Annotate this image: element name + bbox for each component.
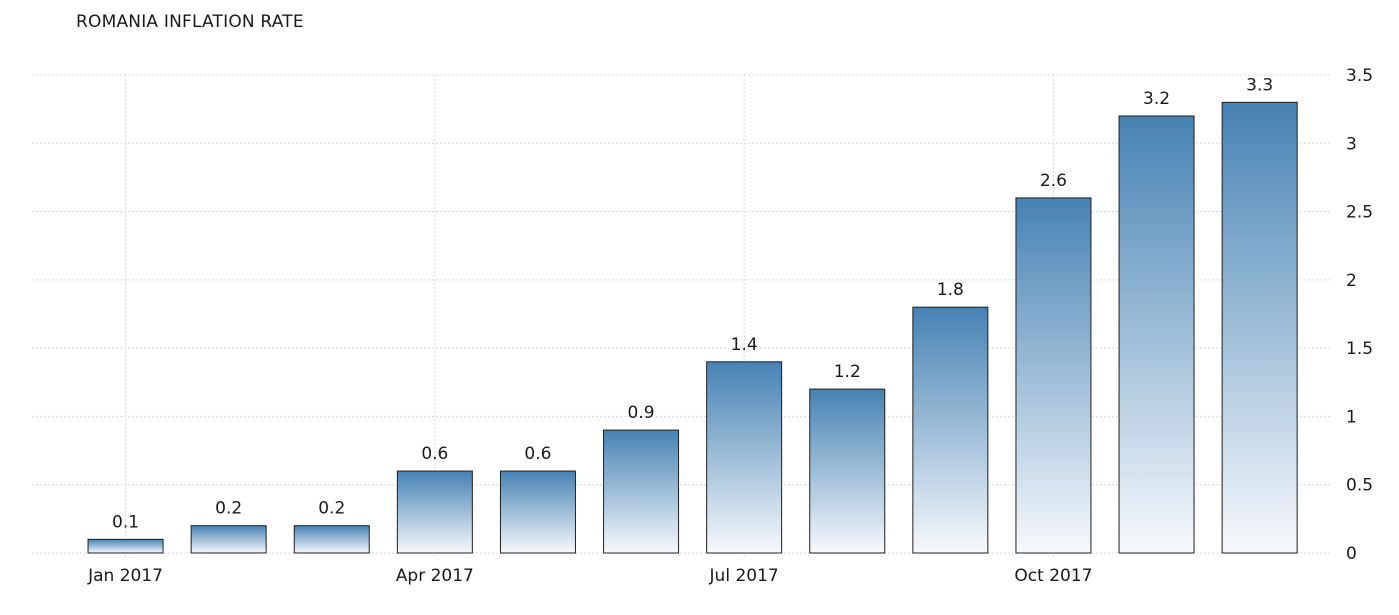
data-label: 0.2 [215,499,242,519]
y-tick-label: 3 [1346,134,1357,154]
bar [1015,197,1092,554]
bar [1118,115,1195,554]
y-tick-label: 0.5 [1346,476,1373,496]
y-tick-label: 2.5 [1346,203,1373,223]
x-tick-label: Oct 2017 [1014,566,1092,586]
data-label: 3.2 [1143,89,1170,109]
bar [1221,101,1298,554]
data-labels: 0.1 0.2 0.2 0.6 0.6 0.9 1.4 1.2 1.8 2.6 3.2 3.3 [112,75,1273,532]
bar [396,470,473,554]
x-tick-label: Apr 2017 [396,566,474,586]
data-label: 1.8 [937,280,964,300]
y-tick-label: 1 [1346,407,1357,427]
y-tick-label: 0 [1346,544,1357,564]
x-tick-label: Jan 2017 [87,566,163,586]
data-label: 2.6 [1040,171,1067,191]
x-axis: Jan 2017 Apr 2017 Jul 2017 Oct 2017 [87,566,1092,586]
data-label: 0.9 [628,403,655,423]
data-label: 0.2 [318,499,345,519]
data-label: 1.2 [834,362,861,382]
bar [809,388,886,554]
bar [293,525,370,554]
bar [912,306,989,554]
y-tick-label: 3.5 [1346,66,1373,86]
y-tick-label: 1.5 [1346,339,1373,359]
data-label: 1.4 [731,335,758,355]
bar [190,525,267,554]
bars [87,101,1298,554]
chart-title: ROMANIA INFLATION RATE [76,12,304,32]
bar [706,361,783,554]
bar [603,429,680,554]
data-label: 3.3 [1246,75,1273,95]
data-label: 0.6 [524,444,551,464]
y-axis: 0 0.5 1 1.5 2 2.5 3 3.5 [1346,66,1373,564]
y-tick-label: 2 [1346,271,1357,291]
bar [499,470,576,554]
data-label: 0.6 [421,444,448,464]
x-tick-label: Jul 2017 [709,566,779,586]
data-label: 0.1 [112,512,139,532]
bar [87,538,164,554]
grid-lines [32,74,1330,559]
